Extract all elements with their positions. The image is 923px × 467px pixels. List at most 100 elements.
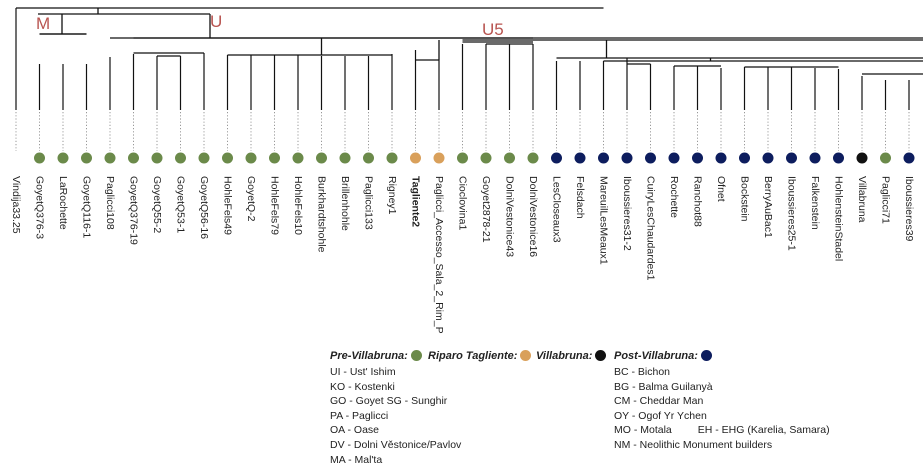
legend-line: KO - Kostenki (330, 380, 395, 393)
leaf-dot (128, 152, 139, 164)
clade-label-m: M (36, 14, 50, 33)
leaf-label: HohleFels10 (292, 176, 304, 235)
leaf-label: Bockstein (739, 176, 751, 222)
leaf-dot (598, 152, 609, 164)
leaf-dot (480, 152, 492, 164)
legend-line-ehg: EH - EHG (Karelia, Samara) (697, 424, 830, 437)
leaf-label: HohleFels79 (269, 176, 281, 235)
tree-branches (15, 7, 923, 110)
legend-header-label: Villabruna: (536, 350, 593, 362)
leaf-dot (762, 152, 774, 164)
leaf-label: Paglicci108 (104, 176, 116, 230)
leaf-dot (292, 152, 304, 164)
leaf-label: Iboussieres25-1 (786, 176, 798, 251)
leaf-label: LesCloseaux3 (551, 176, 563, 243)
legend-line: PA - Paglicci (330, 409, 389, 422)
leaf-dot (104, 152, 116, 164)
legend-abbrev-list-right: BC - Bichon BG - Balma Guilanyà CM - Che… (614, 365, 830, 453)
leaf-dot (504, 152, 515, 164)
leaf-dot (880, 152, 891, 164)
leaf-dot (715, 152, 727, 164)
leaf-label: Felsdach (574, 176, 586, 219)
leaf-label: Paglicci71 (880, 176, 892, 224)
legend-dot-post (700, 350, 712, 361)
leaf-label: HohlensteinStadel (833, 176, 845, 261)
leaf-label: DolniVestonice43 (504, 176, 516, 257)
leaf-dot (57, 152, 69, 164)
legend-dot-villabruna (595, 350, 607, 361)
leaf-dot (527, 152, 539, 164)
leaf-dot (339, 152, 351, 164)
leaf-dot (621, 152, 633, 164)
leaf-dot (269, 152, 280, 164)
leaf-label: GoyetQ116-1 (81, 176, 93, 238)
leaf-label: GoyetQ376-3 (34, 176, 46, 239)
leaf-label: Iboussieres31-2 (621, 176, 633, 251)
leaf-dot (692, 152, 703, 164)
leaf-dot (668, 152, 680, 164)
leaf-label: Paglicci133 (363, 176, 375, 230)
legend-header-riparo-tagliente: Riparo Tagliente: (428, 350, 532, 362)
leaf-label: GoyetQ53-1 (175, 176, 187, 233)
legend-line: OY - Ogof Yr Ychen (614, 409, 707, 422)
legend-line: MO - Motala EH - EHG (Karelia, Samara) (614, 423, 830, 438)
leaf-label: Iboussieres39 (903, 176, 915, 242)
leaf-dot (363, 152, 374, 164)
leaf-label: Tagliente2 (410, 176, 422, 227)
clade-label-u5: U5 (482, 20, 504, 39)
clade-label-u: U (210, 12, 222, 31)
leaf-dot (574, 152, 586, 164)
leaf-label: LaRochette (57, 176, 69, 230)
legend-header-label: Post-Villabruna: (614, 350, 698, 362)
leaf-label: Paglicci_Accesso_Sala_2_Rim_P (433, 176, 445, 334)
leaf-dot (809, 152, 821, 164)
leaf-dot (856, 152, 868, 164)
leaf-label: CuiryLesChaudardes1 (645, 176, 657, 281)
legend-line: CM - Cheddar Man (614, 395, 704, 408)
legend-line: MA - Mal'ta (330, 453, 383, 466)
legend-line: OA - Oase (330, 424, 380, 437)
legend-dot-pre (410, 350, 422, 361)
legend-line: BG - Balma Guilanyà (614, 380, 713, 393)
legend-abbrev-list-left: UI - Ust' Ishim KO - Kostenki GO - Goyet… (330, 365, 461, 467)
leaf-dot (457, 152, 468, 164)
leaf-label: Falkenstein (809, 176, 821, 230)
leaf-labels: Vindija33.25 GoyetQ376-3 LaRochette GoyetQ1… (10, 176, 915, 334)
leaf-dot (245, 152, 257, 164)
leaf-dot (175, 152, 186, 164)
leaf-label: GoyetQ55-2 (151, 176, 163, 233)
legend-header-pre-villabruna: Pre-Villabruna: (330, 350, 422, 362)
legend-header-label: Pre-Villabruna: (330, 350, 408, 362)
leaf-dot (739, 152, 750, 164)
legend-line-motala: MO - Motala (614, 424, 672, 437)
leaf-label: BerryAuBac1 (762, 176, 774, 238)
legend-header-label: Riparo Tagliente: (428, 350, 518, 362)
leaf-dot (645, 152, 656, 164)
leaf-dot (903, 152, 915, 164)
legend-line: BC - Bichon (614, 366, 671, 378)
leaf-label: Ofnet (715, 176, 727, 202)
legend-line: NM - Neolithic Monument builders (614, 438, 773, 451)
leaf-label: Brillenhohle (339, 176, 351, 231)
leaf-label: Villabruna (856, 176, 868, 223)
leaf-dot (433, 152, 445, 164)
leaf-label: Rigney1 (386, 176, 398, 215)
leaf-label: DolniVestonice16 (527, 176, 539, 257)
leaf-label: GoyetQ-2 (245, 176, 257, 222)
leaf-label: Burkhardtshohle (316, 176, 328, 253)
leaf-dot (833, 152, 844, 164)
leaf-dot (551, 152, 562, 164)
leaf-dot (786, 152, 797, 164)
leaf-label: Ranchot88 (692, 176, 704, 227)
leaf-label: Goyet2878-21 (480, 176, 492, 243)
legend-line: DV - Dolni Věstonice/Pavlov (330, 438, 462, 451)
legend-header-post-villabruna: Post-Villabruna: (614, 350, 712, 362)
leaf-dot (198, 152, 210, 164)
leaf-label: GoyetQ56-16 (198, 176, 210, 239)
leaf-dot (410, 152, 421, 164)
leaf-label: MareuilLesMeaux1 (598, 176, 610, 265)
legend-header-villabruna: Villabruna: (536, 350, 607, 362)
leaf-label: Rochette (668, 176, 680, 218)
leaf-dot (316, 152, 327, 164)
